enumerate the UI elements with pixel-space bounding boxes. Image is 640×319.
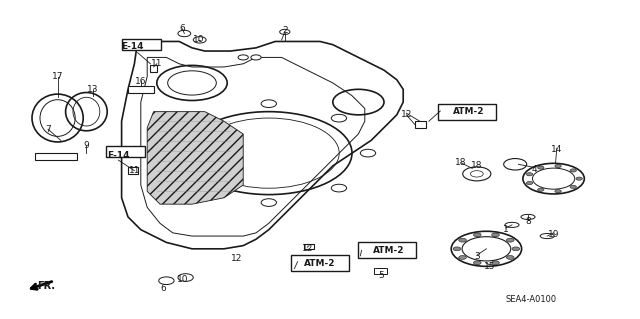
Circle shape [453, 247, 461, 251]
Text: 14: 14 [551, 145, 563, 154]
Polygon shape [150, 65, 157, 72]
Polygon shape [374, 268, 387, 274]
Circle shape [280, 29, 290, 34]
Text: 15: 15 [484, 262, 495, 271]
Circle shape [178, 30, 191, 37]
Circle shape [555, 165, 561, 168]
Text: 5: 5 [378, 271, 383, 280]
Circle shape [193, 37, 206, 43]
Circle shape [474, 261, 481, 265]
Text: 3: 3 [474, 252, 479, 261]
Circle shape [555, 189, 561, 193]
Circle shape [332, 184, 347, 192]
Circle shape [492, 233, 499, 237]
Text: SEA4-A0100: SEA4-A0100 [506, 295, 557, 304]
FancyBboxPatch shape [106, 146, 145, 157]
Circle shape [162, 149, 177, 157]
Circle shape [332, 114, 347, 122]
Text: 19: 19 [548, 230, 559, 239]
Text: 13: 13 [87, 85, 99, 94]
Circle shape [191, 184, 206, 192]
Polygon shape [304, 244, 314, 249]
Text: 11: 11 [151, 59, 163, 68]
Text: 12: 12 [231, 254, 243, 263]
FancyBboxPatch shape [291, 255, 349, 271]
Circle shape [360, 149, 376, 157]
Circle shape [538, 166, 544, 169]
Circle shape [159, 277, 174, 285]
Circle shape [191, 114, 206, 122]
Text: 10: 10 [177, 275, 188, 284]
Circle shape [506, 238, 514, 242]
Text: 17: 17 [52, 72, 63, 81]
Circle shape [459, 256, 467, 259]
Text: 6: 6 [180, 24, 185, 33]
Text: 12: 12 [401, 110, 412, 119]
Text: 6: 6 [161, 284, 166, 293]
Text: 18: 18 [455, 158, 467, 167]
Circle shape [261, 199, 276, 206]
Circle shape [459, 238, 467, 242]
Ellipse shape [505, 222, 519, 227]
Text: 7: 7 [45, 125, 51, 134]
Polygon shape [128, 167, 138, 174]
Text: ATM-2: ATM-2 [372, 246, 404, 255]
Circle shape [576, 177, 582, 180]
Circle shape [492, 261, 499, 265]
Polygon shape [147, 112, 243, 204]
Circle shape [261, 100, 276, 108]
Text: 4: 4 [532, 165, 537, 174]
Circle shape [526, 182, 532, 185]
Circle shape [570, 169, 577, 172]
FancyBboxPatch shape [358, 242, 416, 258]
Circle shape [526, 173, 532, 176]
Text: ATM-2: ATM-2 [453, 107, 485, 115]
Text: E-14: E-14 [121, 42, 144, 51]
Text: 18: 18 [471, 161, 483, 170]
Circle shape [538, 188, 544, 191]
Circle shape [238, 55, 248, 60]
FancyBboxPatch shape [438, 104, 496, 120]
Text: 16: 16 [135, 77, 147, 86]
Circle shape [178, 274, 193, 281]
Text: 2: 2 [282, 26, 287, 35]
Circle shape [570, 185, 577, 189]
Circle shape [251, 55, 261, 60]
Text: E-14: E-14 [107, 151, 130, 160]
Text: 11: 11 [129, 166, 140, 175]
Text: 8: 8 [525, 217, 531, 226]
Polygon shape [415, 121, 426, 128]
Polygon shape [35, 153, 77, 160]
Text: 12: 12 [301, 244, 313, 253]
Text: 10: 10 [193, 35, 204, 44]
Text: 9: 9 [84, 141, 89, 150]
Text: 1: 1 [503, 225, 508, 234]
Polygon shape [128, 86, 154, 93]
FancyBboxPatch shape [122, 39, 161, 50]
Text: ATM-2: ATM-2 [304, 259, 336, 268]
Circle shape [512, 247, 520, 251]
Ellipse shape [540, 234, 554, 239]
Ellipse shape [521, 214, 535, 219]
Circle shape [506, 256, 514, 259]
Text: FR.: FR. [37, 280, 55, 291]
Circle shape [474, 233, 481, 237]
